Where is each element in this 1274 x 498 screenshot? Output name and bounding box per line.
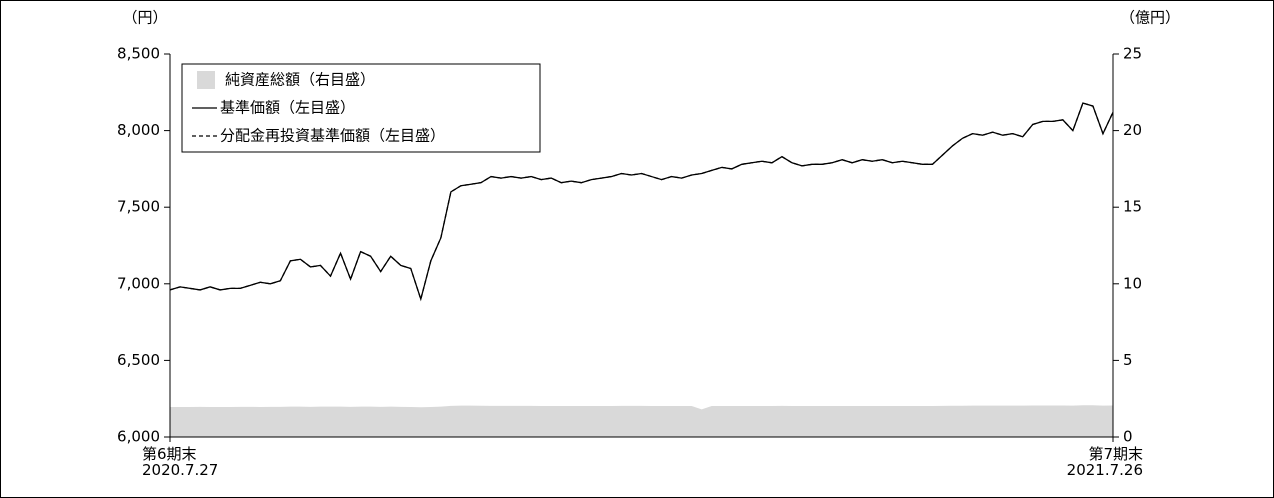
x-tick-label: 第7期末 2021.7.26 [1067,445,1143,479]
area [170,405,1113,437]
legend-label: 純資産総額（右目盛） [225,71,375,89]
y-tick-label: 6,000 [117,428,160,446]
y2-tick-label: 15 [1123,198,1142,216]
y-tick-label: 8,500 [117,45,160,63]
legend-box [181,63,541,153]
y2-tick-label: 25 [1123,45,1142,63]
x-tick-label: 第6期末 2020.7.27 [142,445,218,479]
line [169,102,1114,302]
legend-label: 基準価額（左目盛） [220,99,355,117]
y-tick-label: 8,000 [117,121,160,139]
y-tick-label: 7,000 [117,274,160,292]
y2-tick-label: 5 [1123,351,1133,369]
y2-unit-label: （億円） [1120,9,1180,27]
y-tick-label: 7,500 [117,198,160,216]
legend-swatch [197,71,215,89]
y-unit-label: （円） [122,9,167,27]
y2-tick-label: 10 [1123,274,1142,292]
y2-tick-label: 0 [1123,428,1133,446]
y2-tick-label: 20 [1123,121,1142,139]
legend-label: 分配金再投資基準価額（左目盛） [220,127,445,145]
y-tick-label: 6,500 [117,351,160,369]
